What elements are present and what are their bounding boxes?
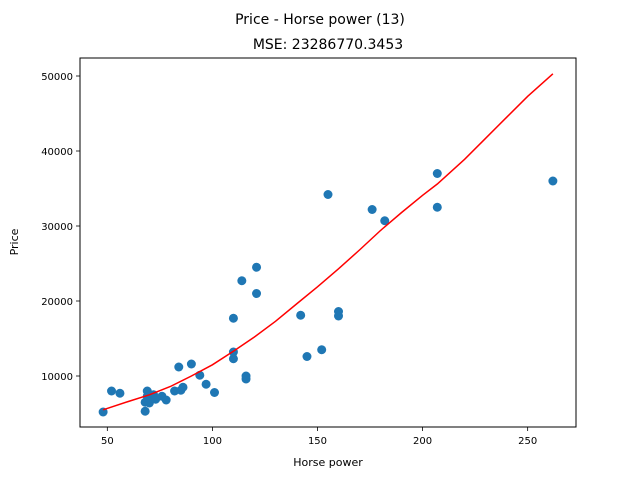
data-point-27 [252, 262, 262, 272]
data-point-37 [432, 169, 442, 178]
data-point-1 [107, 386, 117, 396]
x-tick-label: 150 [308, 436, 327, 447]
data-point-26 [241, 371, 251, 381]
data-point-22 [228, 354, 238, 364]
x-axis-label: Horse power [293, 456, 363, 469]
data-point-17 [186, 359, 196, 369]
y-tick-label: 10000 [41, 372, 73, 383]
x-tick-label: 250 [518, 436, 537, 447]
data-point-20 [210, 388, 220, 397]
data-point-29 [296, 310, 306, 320]
data-point-19 [201, 379, 211, 389]
axes-frame [79, 57, 577, 428]
data-point-38 [432, 202, 442, 212]
chart-suptitle: Price - Horse power (13) [235, 12, 405, 28]
y-axis-label: Price [8, 228, 21, 255]
x-tick-label: 200 [413, 436, 432, 447]
y-tick-label: 40000 [41, 147, 73, 158]
data-point-24 [237, 276, 247, 286]
x-tick-label: 50 [101, 436, 114, 447]
chart-title: MSE: 23286770.3453 [253, 37, 403, 53]
data-point-21 [228, 313, 238, 323]
data-point-34 [334, 311, 344, 321]
y-tick-label: 30000 [41, 222, 73, 233]
data-point-36 [380, 216, 390, 226]
data-point-31 [317, 345, 327, 355]
data-point-14 [174, 362, 184, 372]
data-point-12 [161, 395, 171, 405]
y-axis-ticks: 10000 20000 30000 40000 50000 [41, 72, 80, 383]
plot-marks [98, 73, 558, 417]
data-point-32 [323, 190, 333, 199]
y-tick-label: 50000 [41, 72, 73, 83]
data-point-2 [115, 388, 125, 398]
y-tick-label: 20000 [41, 297, 73, 308]
data-point-28 [252, 289, 262, 298]
data-point-16 [178, 382, 188, 392]
x-tick-label: 100 [203, 436, 222, 447]
data-point-39 [548, 176, 558, 186]
data-point-30 [302, 352, 312, 361]
x-axis-ticks: 50 100 150 200 250 [101, 427, 537, 447]
fit-line [102, 73, 554, 411]
data-point-3 [140, 406, 150, 416]
data-point-35 [367, 205, 377, 214]
